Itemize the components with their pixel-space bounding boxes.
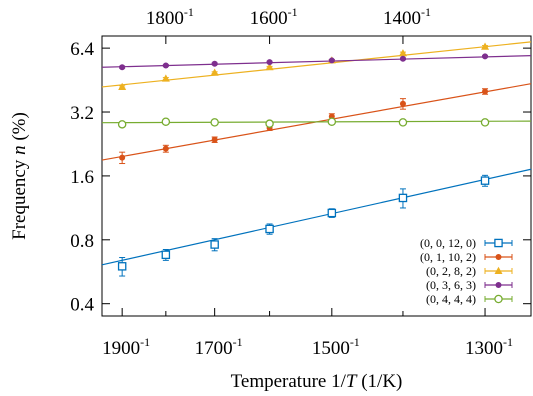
y-axis-title: Frequency n (%) <box>9 112 30 240</box>
y-tick-label: 3.2 <box>70 103 94 124</box>
x-axis-title-var: T <box>346 371 358 392</box>
y-tick-label: 0.4 <box>70 295 94 316</box>
fit-line-4 <box>101 120 532 124</box>
x-tick-label-base: 1900 <box>102 338 140 359</box>
data-point <box>119 154 126 161</box>
x-axis-title: Temperature 1/T (1/K) <box>231 371 403 392</box>
x2-tick-label: 1600-1 <box>250 5 298 29</box>
x-tick-label: 1700-1 <box>195 335 243 359</box>
legend-item-0: (0, 0, 12, 0) <box>420 236 513 250</box>
y-axis-title-suffix: (%) <box>9 112 30 145</box>
series-0 <box>117 174 490 277</box>
x-tick-label: 1500-1 <box>312 335 360 359</box>
fit-line-2 <box>101 41 532 88</box>
data-point <box>482 53 489 60</box>
data-point <box>118 82 127 90</box>
data-point <box>482 88 489 95</box>
legend-label: (0, 1, 10, 2) <box>420 250 476 264</box>
series-3 <box>119 53 489 71</box>
x2-tick-label-exp: -1 <box>288 5 298 19</box>
fit-line-3 <box>101 55 532 68</box>
data-point <box>117 120 127 129</box>
legend: (0, 0, 12, 0)(0, 1, 10, 2)(0, 2, 8, 2)(0… <box>420 236 513 306</box>
legend-item-3: (0, 3, 6, 3) <box>426 278 513 292</box>
data-point <box>210 118 219 127</box>
y-tick-label: 6.4 <box>70 39 94 60</box>
x-axis-title-suffix: (1/K) <box>356 371 402 392</box>
legend-label: (0, 2, 8, 2) <box>426 264 476 278</box>
data-point <box>162 62 169 69</box>
legend-label: (0, 3, 6, 3) <box>426 278 476 292</box>
x-tick-label-exp: -1 <box>140 335 150 349</box>
legend-marker <box>494 294 503 304</box>
data-point <box>161 117 171 126</box>
x2-tick-label-base: 1800 <box>146 8 184 29</box>
x-tick-label-exp: -1 <box>503 335 513 349</box>
legend-label: (0, 0, 12, 0) <box>420 236 476 250</box>
x2-tick-label: 1400-1 <box>383 5 431 29</box>
x-axis-title-prefix: Temperature 1/ <box>231 371 347 392</box>
x2-tick-label-base: 1400 <box>383 8 421 29</box>
data-point <box>327 208 337 218</box>
data-point <box>210 240 219 249</box>
y-tick-label: 1.6 <box>70 167 94 188</box>
data-point <box>210 68 219 76</box>
x2-tick-label-base: 1600 <box>250 8 288 29</box>
series-4 <box>117 117 490 129</box>
legend-item-2: (0, 2, 8, 2) <box>426 264 513 278</box>
data-point <box>117 262 127 271</box>
data-point <box>480 176 490 185</box>
x-tick-label: 1900-1 <box>102 335 150 359</box>
data-point <box>327 117 337 126</box>
data-point <box>399 100 406 107</box>
data-point <box>161 74 170 82</box>
data-point <box>328 57 335 64</box>
y-axis-title-prefix: Frequency <box>9 155 30 240</box>
legend-label: (0, 4, 4, 4) <box>426 292 476 306</box>
data-point <box>265 63 274 71</box>
x2-tick-label-exp: -1 <box>184 5 194 19</box>
data-point <box>398 49 407 57</box>
data-point <box>266 59 273 66</box>
x-tick-label-exp: -1 <box>350 335 360 349</box>
data-point <box>399 55 406 62</box>
x-tick-label-base: 1300 <box>465 338 503 359</box>
y-tick-label: 0.8 <box>70 231 94 252</box>
x2-tick-label: 1800-1 <box>146 5 194 29</box>
y-axis-title-var: n <box>9 145 30 155</box>
data-points <box>117 42 490 277</box>
data-point <box>211 136 218 143</box>
x-tick-label-base: 1700 <box>195 338 233 359</box>
data-point <box>398 193 408 203</box>
x-tick-label: 1300-1 <box>465 335 513 359</box>
x2-tick-label-exp: -1 <box>421 5 431 19</box>
data-point <box>119 64 126 71</box>
fit-line-0 <box>101 168 532 266</box>
fit-lines <box>101 41 532 266</box>
series-1 <box>119 88 489 165</box>
legend-marker <box>494 266 503 274</box>
data-point <box>211 60 218 67</box>
legend-item-4: (0, 4, 4, 4) <box>426 292 513 306</box>
data-point <box>265 119 274 128</box>
legend-item-1: (0, 1, 10, 2) <box>420 250 513 264</box>
data-point <box>265 224 274 234</box>
legend-marker <box>494 238 503 248</box>
legend-marker <box>495 254 502 260</box>
data-point <box>480 118 490 127</box>
data-point <box>161 250 171 260</box>
data-point <box>162 145 169 152</box>
x-tick-label-exp: -1 <box>233 335 243 349</box>
data-point <box>481 42 490 50</box>
legend-marker <box>495 282 502 288</box>
x-tick-label-base: 1500 <box>312 338 350 359</box>
data-point <box>398 118 408 127</box>
